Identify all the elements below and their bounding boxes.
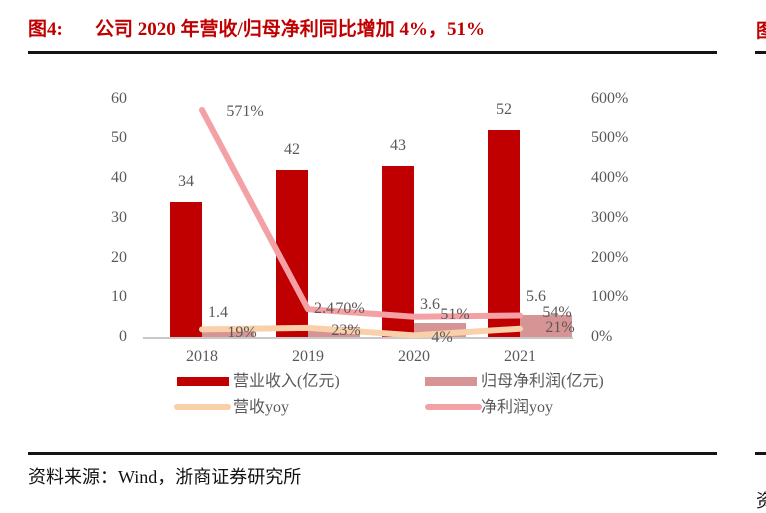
legend-label-profit-yoy: 净利润yoy — [481, 399, 554, 416]
x-axis-label: 2021 — [504, 348, 536, 365]
right-axis-tick: 500% — [591, 129, 629, 147]
legend-label-revenue-bar: 营业收入(亿元) — [233, 373, 340, 390]
profit-yoy-line-label: 51% — [440, 305, 470, 323]
revenue-yoy-line — [199, 324, 523, 339]
x-axis-label: 2018 — [186, 348, 218, 365]
bottom-divider — [28, 452, 717, 455]
revenue-yoy-line-label: 19% — [227, 324, 257, 342]
profit-bar-2021 — [520, 314, 572, 337]
revenue-bar-label: 42 — [284, 141, 300, 159]
profit-bar-label: 2.4 — [314, 300, 334, 318]
figure-number: 图4: — [28, 19, 63, 40]
yoy-lines-layer — [199, 107, 523, 339]
revenue-bar-2021 — [488, 130, 520, 337]
right-axis-tick: 600% — [591, 89, 629, 107]
legend-swatch-profit-bar — [425, 377, 477, 386]
left-axis-tick: 50 — [111, 129, 127, 147]
left-axis-tick: 20 — [111, 248, 127, 266]
revenue-yoy-line-label: 23% — [331, 321, 361, 339]
revenue-yoy-line-label: 21% — [545, 318, 575, 336]
revenue-yoy-line-label: 4% — [431, 329, 453, 347]
x-axis-label: 2020 — [398, 348, 430, 365]
revenue-bar-label: 52 — [496, 101, 512, 119]
x-axis-line — [143, 337, 573, 339]
revenue-bar-label: 34 — [178, 172, 194, 190]
right-axis-tick: 100% — [591, 288, 629, 306]
x-axis-label: 2019 — [292, 348, 324, 365]
legend-label-revenue-yoy: 营收yoy — [233, 399, 290, 416]
profit-yoy-line-label: 571% — [226, 103, 264, 121]
left-axis-tick: 30 — [111, 208, 127, 226]
right-axis-tick: 0% — [591, 328, 613, 345]
legend-label-profit-bar: 归母净利润(亿元) — [481, 373, 604, 390]
adjacent-panel-bottom-divider — [755, 452, 766, 455]
legend-swatch-profit-yoy — [425, 404, 482, 410]
title-divider — [28, 51, 717, 54]
legend-swatch-revenue-bar — [177, 377, 229, 386]
combo-chart: 0 0% 10 100% 20 200% 30 300% 40 400% 50 500% 60 600% 2… — [0, 60, 766, 370]
revenue-bar-label: 43 — [390, 137, 406, 155]
left-axis-tick: 10 — [111, 288, 127, 306]
adjacent-panel-title-fragment: 图 — [756, 21, 766, 42]
adjacent-panel-title-divider — [755, 51, 766, 54]
right-axis-tick: 300% — [591, 208, 629, 226]
revenue-bar-2020 — [382, 166, 414, 337]
profit-yoy-line-label: 70% — [335, 300, 365, 318]
left-axis-tick: 0 — [119, 328, 127, 345]
adjacent-panel-source-fragment: 资 — [756, 491, 766, 511]
profit-yoy-line-label: 54% — [542, 303, 572, 321]
data-source: 资料来源：Wind，浙商证券研究所 — [28, 467, 302, 487]
right-axis-tick: 400% — [591, 169, 629, 186]
profit-bar-label: 3.6 — [420, 295, 440, 313]
figure-title: 公司 2020 年营收/归母净利同比增加 4%，51% — [95, 19, 486, 40]
right-axis-tick: 200% — [591, 248, 629, 266]
legend-swatch-revenue-yoy — [174, 404, 231, 410]
profit-bar-label: 1.4 — [208, 304, 228, 322]
revenue-bar-2018 — [170, 201, 202, 337]
profit-bar-2018 — [202, 331, 254, 337]
left-axis-tick: 40 — [111, 169, 127, 186]
profit-yoy-line — [199, 107, 523, 320]
profit-bar-label: 5.6 — [526, 287, 546, 305]
left-axis-tick: 60 — [111, 89, 127, 107]
